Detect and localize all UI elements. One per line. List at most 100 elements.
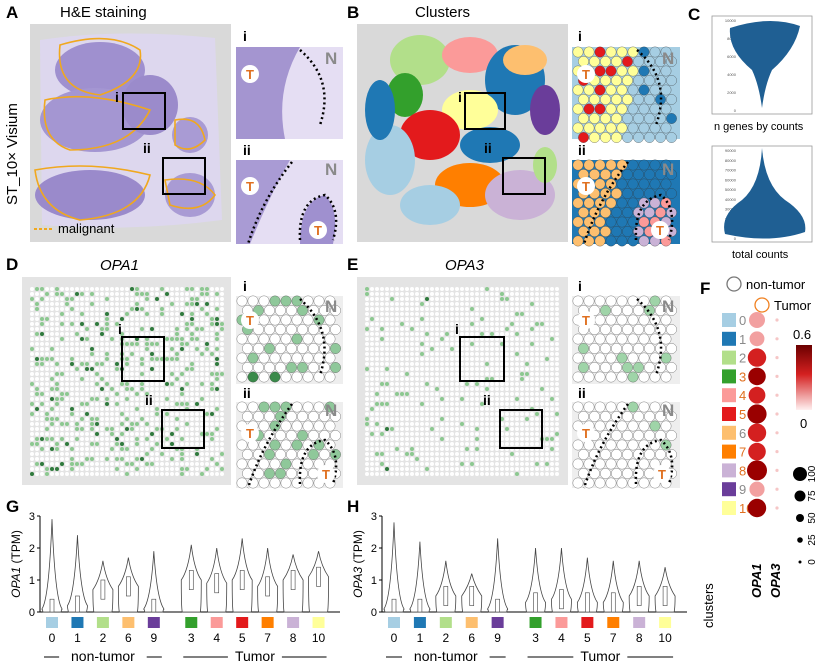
spot (275, 343, 286, 354)
spot (440, 472, 444, 476)
spot (510, 412, 514, 416)
spot (60, 417, 64, 421)
spot (125, 397, 129, 401)
spot (125, 352, 129, 356)
spot (175, 312, 179, 316)
spot (405, 337, 409, 341)
spot (545, 337, 549, 341)
spot (130, 292, 134, 296)
spot (638, 46, 650, 58)
spot (616, 458, 628, 470)
spot (70, 327, 74, 331)
y-tick-label: 2 (29, 543, 35, 555)
cluster-region (390, 35, 450, 85)
spot (60, 402, 64, 406)
spot (525, 472, 529, 476)
spot (500, 287, 504, 291)
y-tick-label: 1 (29, 575, 35, 587)
spot (375, 287, 379, 291)
spot (550, 452, 554, 456)
spot (70, 472, 74, 476)
spot (611, 468, 622, 479)
spot (430, 412, 434, 416)
spot (530, 422, 534, 426)
spot (530, 427, 534, 431)
spot (390, 412, 394, 416)
spot (215, 337, 219, 341)
spot (264, 449, 275, 460)
spot (60, 307, 64, 311)
spot (385, 432, 389, 436)
spot (90, 297, 94, 301)
spot (495, 407, 499, 411)
x-label-opa3: OPA3 (768, 563, 783, 598)
spot (540, 402, 544, 406)
dot-opa1 (747, 460, 767, 481)
spot (45, 342, 49, 346)
spot (286, 324, 297, 335)
spot (370, 417, 374, 421)
spot (75, 362, 79, 366)
spot (475, 347, 479, 351)
spot (550, 397, 554, 401)
spot (633, 305, 644, 316)
spot (165, 442, 169, 446)
spot (455, 392, 459, 396)
spot (145, 367, 149, 371)
box (495, 598, 500, 613)
spot (258, 371, 270, 383)
spot (460, 392, 464, 396)
spot (660, 352, 672, 364)
spot (435, 357, 439, 361)
spot (395, 377, 399, 381)
spot (180, 467, 184, 471)
spot (105, 312, 109, 316)
spot (135, 342, 139, 346)
spot (50, 467, 54, 471)
spot (175, 292, 179, 296)
spot (555, 467, 559, 471)
spot (155, 307, 159, 311)
malignant-legend: malignant (58, 221, 115, 236)
spot (175, 467, 179, 471)
spot (435, 447, 439, 451)
spot (405, 467, 409, 471)
spot (627, 46, 639, 58)
spot (410, 417, 414, 421)
spot (165, 397, 169, 401)
spot (65, 437, 69, 441)
spot (120, 442, 124, 446)
spot (70, 437, 74, 441)
spot (45, 452, 49, 456)
spot (655, 449, 666, 460)
spot (247, 477, 259, 489)
tick-label: 4000 (727, 72, 737, 77)
spot (330, 430, 341, 441)
spot (375, 367, 379, 371)
spot (130, 287, 134, 291)
spot (65, 367, 69, 371)
spot (190, 292, 194, 296)
spot (185, 397, 189, 401)
spot (150, 317, 154, 321)
spot (55, 432, 59, 436)
spot (40, 467, 44, 471)
spot (330, 305, 341, 316)
spot (365, 472, 369, 476)
spot (445, 427, 449, 431)
spot (40, 287, 44, 291)
spot (415, 467, 419, 471)
spot (430, 397, 434, 401)
spot (175, 462, 179, 466)
spot (425, 457, 429, 461)
spot (50, 357, 54, 361)
spot (545, 442, 549, 446)
spot (170, 392, 174, 396)
spot (515, 372, 519, 376)
spot (200, 467, 204, 471)
spot (155, 292, 159, 296)
spot (145, 412, 149, 416)
spot (435, 332, 439, 336)
spot (130, 367, 134, 371)
spot (540, 357, 544, 361)
